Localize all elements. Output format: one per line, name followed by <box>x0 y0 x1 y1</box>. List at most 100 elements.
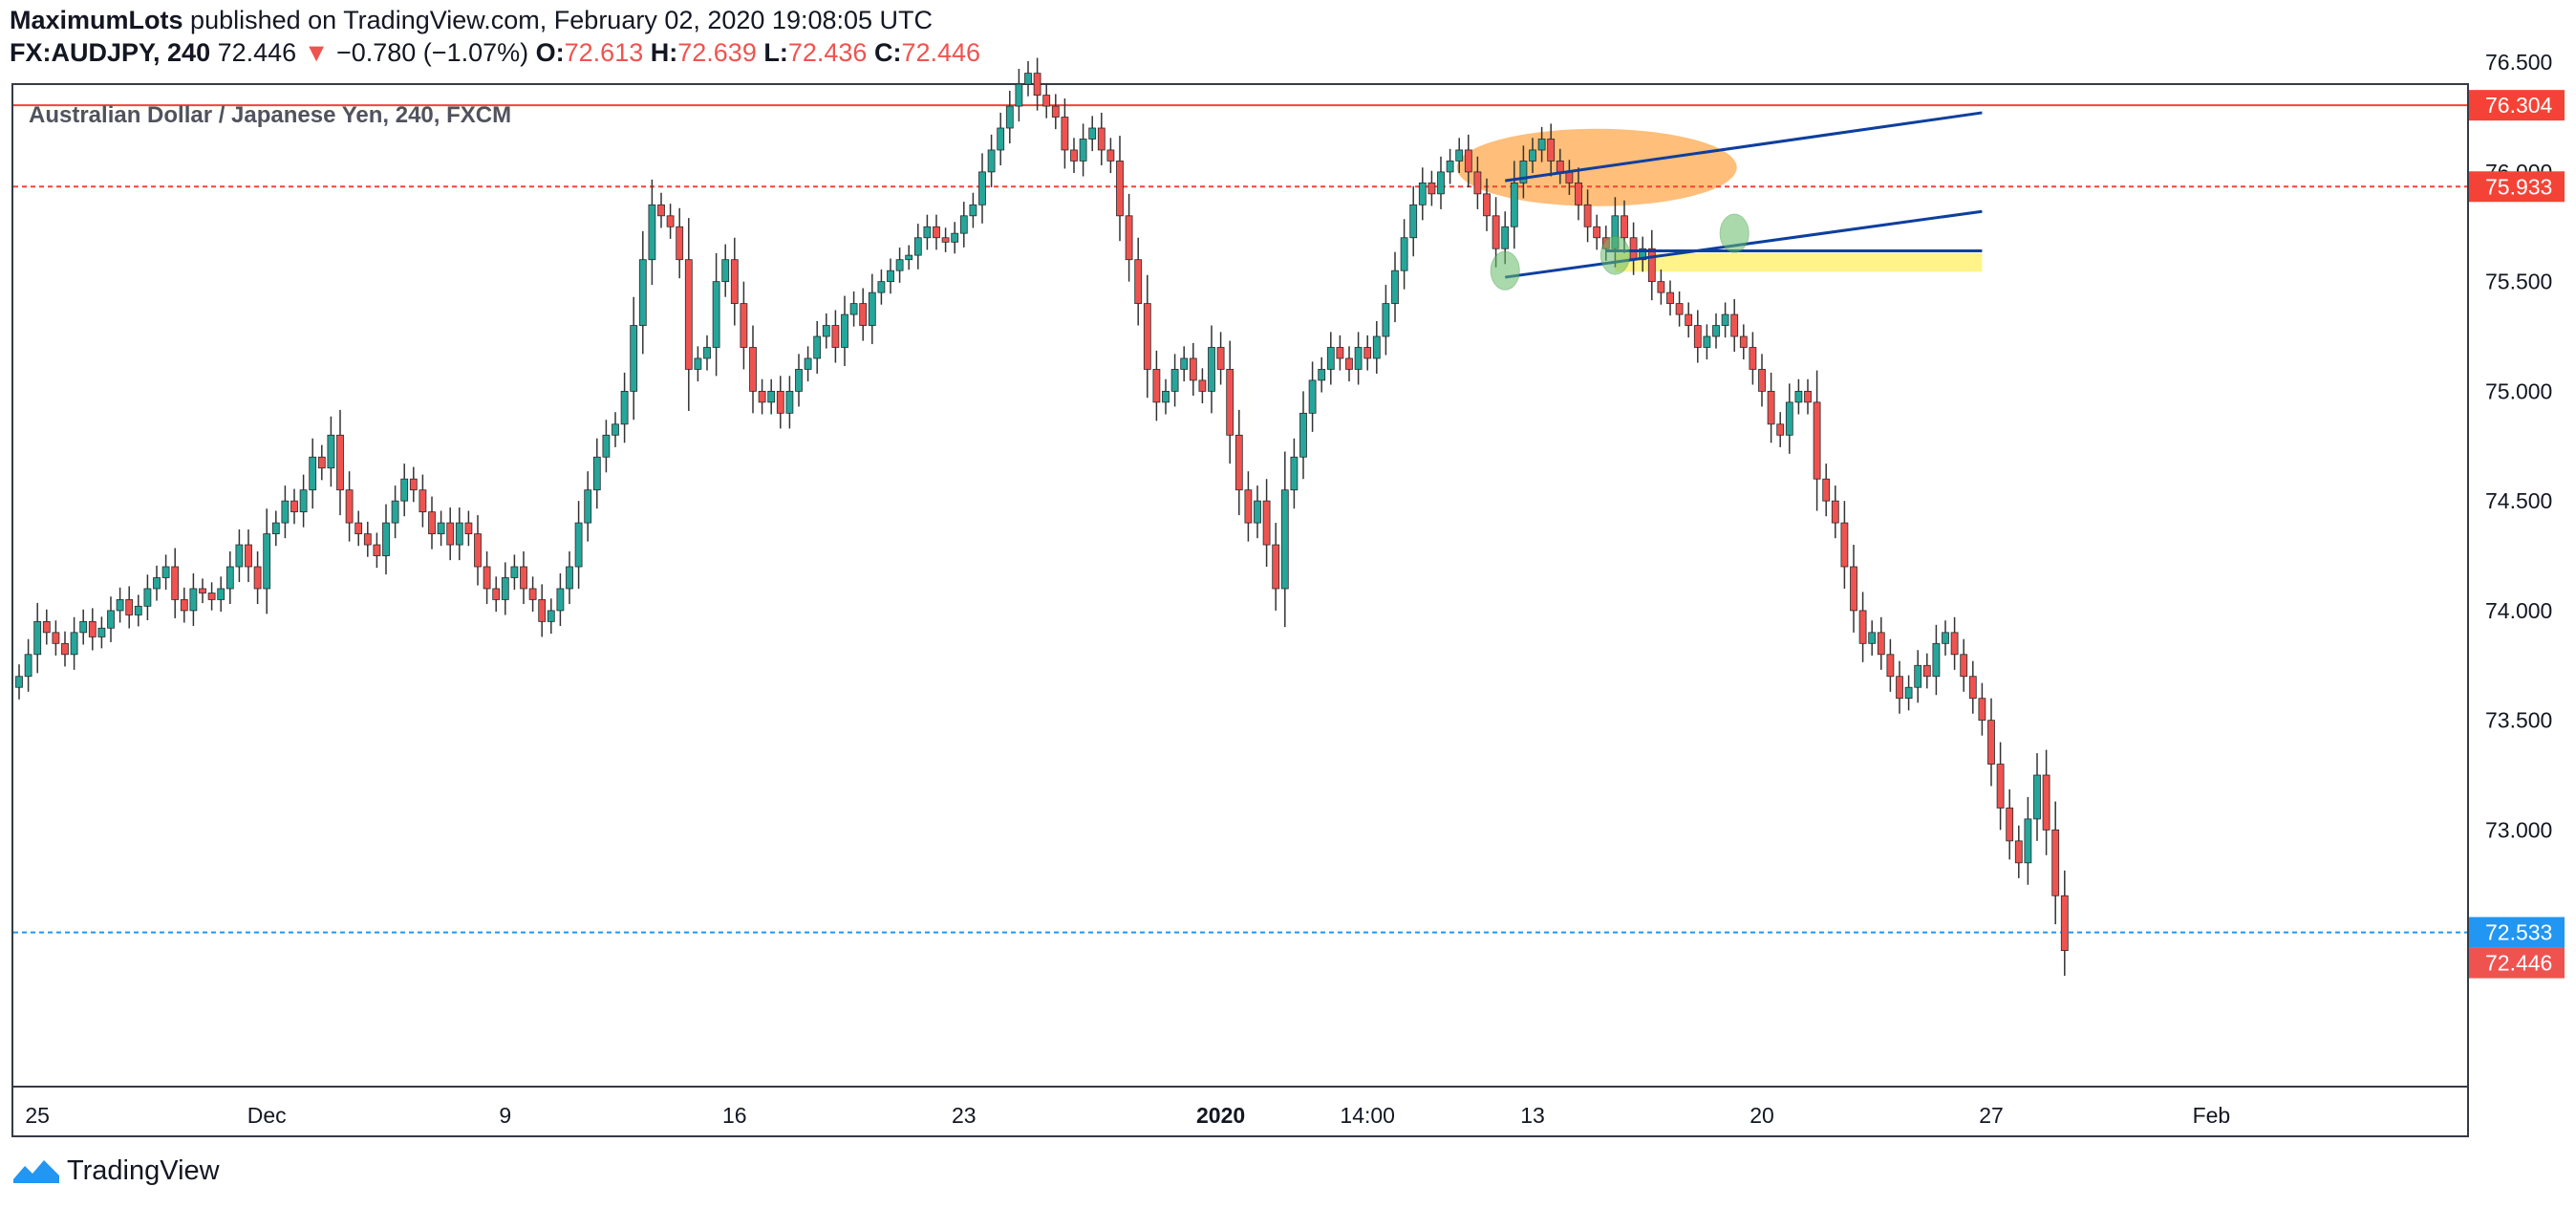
time-tick-label: 20 <box>1750 1103 1774 1128</box>
candle-body <box>153 577 161 590</box>
candle-body <box>1886 654 1895 678</box>
candle-body <box>464 522 473 534</box>
candle-body <box>373 544 381 556</box>
candle-body <box>1987 720 1995 765</box>
price-tick-label: 73.000 <box>2485 817 2552 842</box>
candle-body <box>1703 335 1711 348</box>
price-badge <box>2469 917 2565 948</box>
candle-body <box>1400 237 1408 271</box>
candle-body <box>52 632 60 644</box>
candle-body <box>1116 161 1124 217</box>
candle-body <box>1152 369 1161 403</box>
candle-body <box>859 303 868 326</box>
candle-body <box>88 620 97 637</box>
candle-body <box>556 588 565 612</box>
candle-body <box>740 303 748 348</box>
upper-trendline <box>1504 111 1983 183</box>
price-tick-label: 74.500 <box>2485 488 2552 513</box>
candle-body <box>887 270 894 283</box>
candle-body <box>684 259 693 370</box>
candle-body <box>1226 369 1234 436</box>
touch-marker-0 <box>1490 250 1520 291</box>
candle-body <box>1106 149 1115 162</box>
candle-body <box>566 566 573 590</box>
candle-body <box>538 599 547 622</box>
candle-body <box>1776 423 1785 436</box>
candle-body <box>978 171 986 205</box>
candle-body <box>1519 161 1528 183</box>
time-tick-label: 27 <box>1979 1103 2004 1128</box>
tradingview-logo[interactable]: TradingView <box>11 1154 220 1187</box>
candle-body <box>1299 412 1307 458</box>
candle-body <box>1061 117 1069 151</box>
candle-body <box>1280 489 1289 590</box>
candle-body <box>592 456 601 491</box>
candle-body <box>1547 139 1556 162</box>
price-axis[interactable]: 73.00073.50074.00074.50075.00075.50076.0… <box>2485 50 2552 842</box>
candle-body <box>831 325 840 348</box>
time-axis[interactable]: 25 Dec 9 16 23 2020 14:00 13 20 27 Feb <box>25 1103 2230 1128</box>
candle-body <box>245 544 252 568</box>
candles <box>15 57 2069 977</box>
candle-body <box>1583 204 1592 227</box>
candle-body <box>1290 456 1299 491</box>
candle-body <box>895 259 904 271</box>
last-price: 72.446 <box>217 38 297 67</box>
candle-body <box>767 390 776 403</box>
candle-body <box>1749 347 1757 370</box>
candle-body <box>2042 774 2050 830</box>
candle-body <box>1877 632 1885 656</box>
candle-body <box>1428 182 1436 195</box>
price-badge <box>2469 90 2565 121</box>
candle-body <box>648 204 656 261</box>
candle-body <box>180 599 188 612</box>
candle-body <box>1208 347 1215 392</box>
candle-body <box>584 489 592 524</box>
candle-body <box>492 588 501 600</box>
candle-body <box>1372 335 1381 359</box>
candle-body <box>868 291 876 326</box>
candle-body <box>676 226 684 261</box>
candle-body <box>501 577 509 600</box>
candle-body <box>1262 500 1271 546</box>
candle-body <box>2051 830 2060 896</box>
candle-body <box>1308 379 1317 414</box>
candle-body <box>437 522 445 534</box>
candle-body <box>1904 686 1913 700</box>
support-zone <box>1615 252 1983 272</box>
candle-body <box>1922 664 1931 678</box>
candle-body <box>70 632 78 656</box>
candle-body <box>804 357 812 370</box>
candle-body <box>1575 182 1582 205</box>
candle-body <box>1822 478 1831 502</box>
candle-body <box>758 390 766 403</box>
candle-body <box>345 489 354 524</box>
price-badge-text: 72.533 <box>2485 920 2552 945</box>
publisher-name[interactable]: MaximumLots <box>10 6 183 34</box>
time-tick-label: 9 <box>499 1103 511 1128</box>
candle-body <box>1492 215 1500 249</box>
ohlc-legend: FX:AUDJPY, 240 72.446 ▼ −0.780 (−1.07%) … <box>10 38 980 68</box>
candle-body <box>1647 248 1656 283</box>
candle-body <box>199 588 206 593</box>
close-value: 72.446 <box>901 38 981 67</box>
candle-body <box>520 566 527 590</box>
symbol-label: FX:AUDJPY, 240 <box>10 38 211 67</box>
candle-body <box>1318 369 1326 381</box>
close-label: C: <box>873 38 902 67</box>
horizontal-lines <box>13 104 2467 934</box>
candle-body <box>1125 215 1133 261</box>
candle-body <box>1657 281 1665 293</box>
candle-body <box>309 456 317 491</box>
candle-body <box>1345 357 1353 370</box>
candle-body <box>1134 259 1143 305</box>
price-badge-text: 72.446 <box>2485 951 2552 976</box>
candle-body <box>602 434 611 458</box>
candle-body <box>42 620 51 634</box>
candle-body <box>1464 149 1472 173</box>
candle-body <box>1942 632 1949 644</box>
candle-body <box>382 522 390 556</box>
candle-body <box>1198 379 1207 392</box>
candle-body <box>620 390 629 425</box>
